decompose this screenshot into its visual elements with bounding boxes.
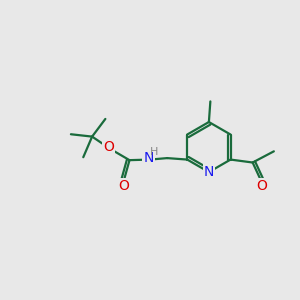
Text: O: O <box>103 140 114 154</box>
Text: H: H <box>150 147 158 157</box>
Text: N: N <box>143 151 154 165</box>
Text: O: O <box>118 179 129 194</box>
Text: N: N <box>204 165 214 179</box>
Text: O: O <box>256 179 267 193</box>
